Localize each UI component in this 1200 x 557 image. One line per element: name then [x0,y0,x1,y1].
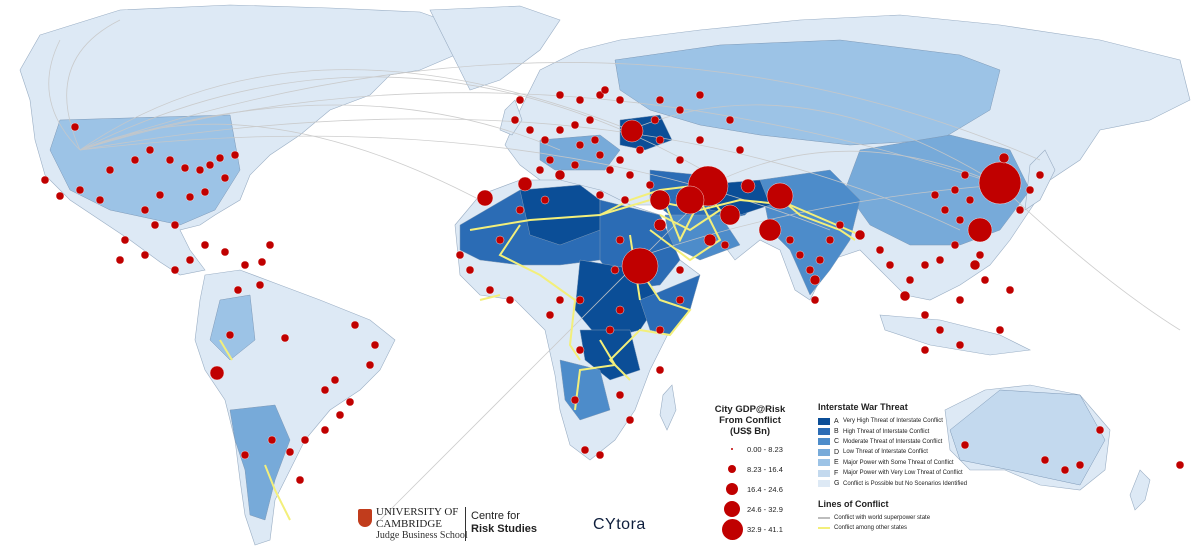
size-legend-dot [728,465,736,473]
size-legend-label: 0.00 - 8.23 [747,445,783,454]
size-legend-row: 24.6 - 32.9 [700,500,800,520]
threat-swatch [818,480,830,488]
threat-legend-title: Interstate War Threat [818,402,908,412]
threat-legend: Interstate War Threat A Very High Threat … [818,402,998,489]
threat-label: Very High Threat of Interstate Conflict [843,418,943,425]
size-legend-row: 0.00 - 8.23 [700,440,800,460]
threat-legend-row: A Very High Threat of Interstate Conflict [818,416,998,426]
threat-regions [49,39,1106,521]
cytora-logo: CYtora [593,516,646,533]
threat-swatch [818,448,830,456]
gdp-risk-legend: City GDP@Risk From Conflict (US$ Bn) 0.0… [700,404,800,540]
threat-code: F [834,469,839,477]
gdp-risk-legend-title-2: From Conflict [719,415,781,426]
indonesia [879,314,1032,356]
size-legend-label: 24.6 - 32.9 [747,505,783,514]
threat-code: D [834,448,840,456]
threat-code: G [834,480,840,488]
size-legend-row: 16.4 - 24.6 [700,480,800,500]
threat-label: Major Power with Some Threat of Conflict [843,459,954,466]
threat-legend-row: B High Threat of Interstate Conflict [818,426,998,436]
size-legend-label: 8.23 - 16.4 [747,465,783,474]
threat-swatch [818,438,830,446]
japan [1024,149,1056,211]
threat-label: Low Threat of Interstate Conflict [843,449,928,456]
centre-for: Centre for [471,510,520,522]
threat-legend-row: E Major Power with Some Threat of Conflic… [818,458,998,468]
line-legend-row: Conflict among other states [818,523,930,533]
small-cities [40,85,1185,485]
size-legend-row: 8.23 - 16.4 [700,460,800,480]
threat-label: High Threat of Interstate Conflict [843,428,930,435]
threat-code: A [834,417,839,425]
threat-swatch [818,469,830,477]
cambridge-wordmark: UNIVERSITY OF CAMBRIDGE [376,506,458,530]
judge-business-school: Judge Business School [376,530,468,541]
line-label: Conflict with world superpower state [834,515,931,521]
threat-legend-row: G Conflict is Possible but No Scenarios I… [818,478,998,488]
gdp-risk-legend-rows: 0.00 - 8.23 8.23 - 16.4 16.4 - 24.6 24.6 - … [700,440,800,540]
line-label: Conflict among other states [834,525,908,531]
threat-label: Major Power with Very Low Threat of Conf… [843,470,963,477]
lines-legend-title: Lines of Conflict [818,499,889,509]
cambridge-shield-icon [358,509,372,527]
britain [499,99,523,136]
threat-legend-row: D Low Threat of Interstate Conflict [818,447,998,457]
madagascar [659,384,677,431]
threat-swatch [818,417,830,425]
threat-label: Moderate Threat of Interstate Conflict [843,438,943,445]
logo-divider [465,507,466,541]
greenland [429,5,561,91]
threat-legend-row: C Moderate Threat of Interstate Conflict [818,437,998,447]
new-zealand [1129,469,1151,511]
size-legend-label: 16.4 - 24.6 [747,485,783,494]
superpower-lines [48,19,1181,521]
size-legend-label: 32.9 - 41.1 [747,525,783,534]
size-legend-dot [731,448,733,450]
size-legend-dot [721,518,743,540]
line-swatch [818,517,830,519]
size-legend-dot [726,483,738,495]
size-legend-dot [724,501,740,517]
cambridge: CAMBRIDGE [376,518,443,530]
university-of: UNIVERSITY OF [376,506,459,518]
threat-swatch [818,459,830,467]
gdp-risk-legend-title-1: City GDP@Risk [714,404,786,415]
risk-studies: Risk Studies [471,523,538,535]
city-markers [40,85,1185,485]
threat-swatch [818,428,830,436]
centre-risk-studies-logo: Centre for Risk Studies [471,510,537,536]
line-swatch [818,527,830,529]
threat-code: B [834,428,839,436]
threat-legend-row: F Major Power with Very Low Threat of Con… [818,468,998,478]
lines-legend-rows: Conflict with world superpower state Conf… [818,513,930,533]
threat-label: Conflict is Possible but No Scenarios Id… [843,480,968,487]
threat-legend-rows: A Very High Threat of Interstate Conflict… [818,416,998,489]
gdp-risk-legend-title-3: (US$ Bn) [729,426,771,437]
line-legend-row: Conflict with world superpower state [818,513,930,523]
size-legend-row: 32.9 - 41.1 [700,518,800,540]
threat-code: C [834,438,840,446]
threat-code: E [834,459,839,467]
lines-legend: Lines of Conflict Conflict with world su… [818,499,930,533]
